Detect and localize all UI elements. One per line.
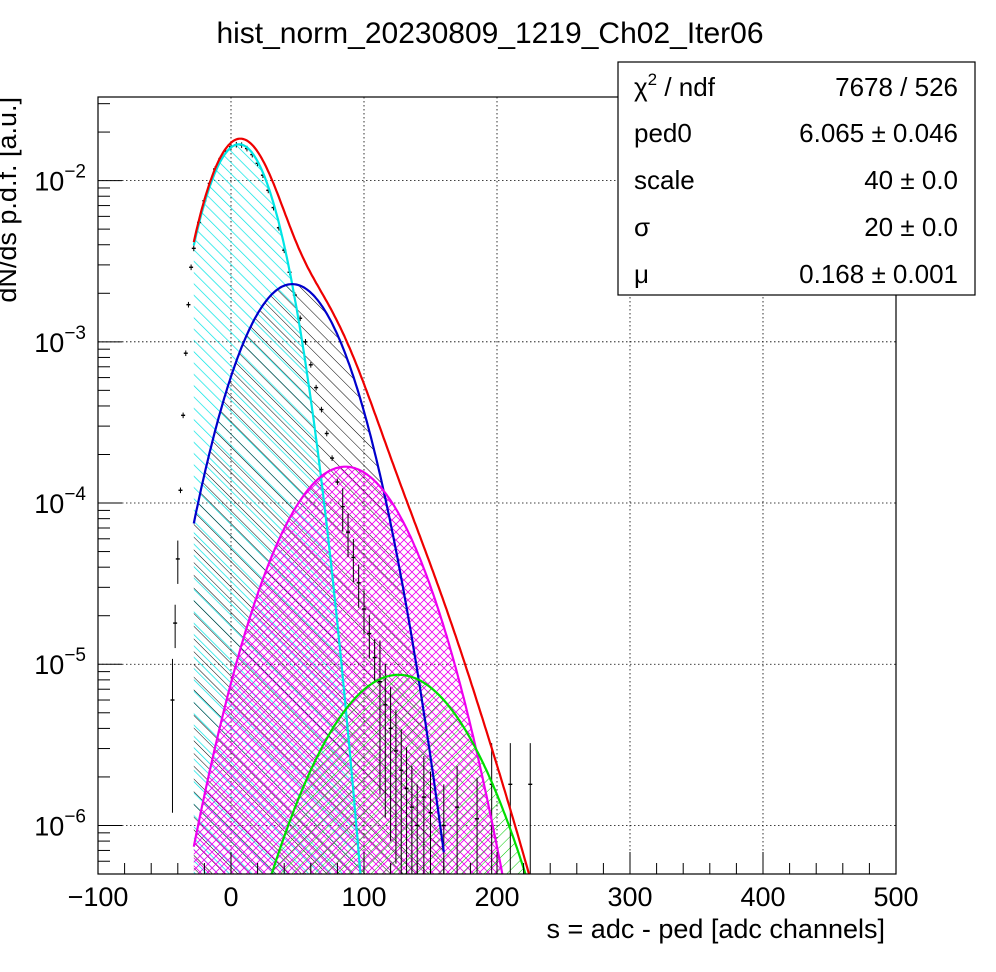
y-axis-label: dN/ds p.d.f. [a.u.] [0, 97, 22, 303]
x-tick-label: 100 [341, 882, 386, 912]
component-curve-2 [192, 282, 445, 853]
stats-label-2: ped0 [634, 118, 692, 148]
total-fit-curve [192, 137, 531, 874]
chart-title: hist_norm_20230809_1219_Ch02_Iter06 [216, 17, 763, 50]
data-point [356, 564, 361, 608]
x-tick-label: −100 [68, 882, 129, 912]
data-point [415, 784, 420, 874]
data-point [186, 301, 191, 308]
y-tick-label: 10−3 [34, 323, 86, 358]
component-curve-1 [192, 143, 362, 874]
tick-labels: −100 0 100 200 300 400 500 10−6 10−5 10−4 10−3 10−2 [34, 162, 918, 912]
stats-value-3: 40 ± 0.0 [864, 165, 958, 195]
data-point [383, 663, 388, 818]
data-point [170, 658, 175, 813]
stats-value-1: 7678 / 526 [835, 72, 958, 102]
data-points [170, 141, 533, 874]
data-point [183, 350, 188, 357]
y-tick-label: 10−6 [34, 806, 86, 841]
stats-label-3: scale [634, 165, 695, 195]
stats-value-4: 20 ± 0.0 [864, 212, 958, 242]
x-tick-label: 500 [873, 882, 918, 912]
x-tick-label: 400 [740, 882, 785, 912]
y-tick-label: 10−2 [34, 162, 86, 197]
data-point [528, 743, 533, 874]
data-point [377, 640, 382, 795]
data-point [189, 264, 194, 271]
data-point [372, 639, 377, 683]
data-point [441, 784, 446, 874]
data-point [303, 339, 308, 345]
data-point [191, 245, 196, 252]
fit-curves [192, 137, 531, 874]
data-point [340, 488, 345, 532]
y-tick-label: 10−4 [34, 484, 86, 519]
component-curve-4 [270, 673, 527, 874]
y-tick-label: 10−5 [34, 645, 86, 680]
stats-box: χ2 / ndf 7678 / 526 ped0 6.065 ± 0.046 scale… [617, 61, 976, 296]
data-point [421, 755, 426, 874]
stats-box-frame [617, 61, 976, 296]
axis-ticks [97, 103, 897, 875]
stats-label-4: σ [634, 212, 650, 242]
data-point [319, 406, 324, 413]
data-point [173, 604, 178, 649]
data-point [362, 590, 366, 635]
x-tick-label: 300 [607, 882, 652, 912]
stats-label-1: χ2 / ndf [634, 70, 716, 102]
stats-value-5: 0.168 ± 0.001 [799, 259, 958, 289]
data-point [428, 771, 433, 874]
data-point [314, 384, 319, 391]
data-point [324, 430, 329, 437]
data-point [178, 487, 183, 494]
data-point [399, 729, 404, 874]
data-point [330, 455, 335, 461]
data-point [181, 412, 186, 419]
x-tick-label: 200 [474, 882, 519, 912]
data-point [393, 709, 398, 864]
x-tick-label: 0 [223, 882, 238, 912]
stats-value-2: 6.065 ± 0.046 [799, 118, 958, 148]
x-axis-label: s = adc - ped [adc channels] [547, 914, 885, 944]
data-point [367, 615, 372, 659]
component-fill-4 [257, 674, 540, 874]
data-point [404, 747, 409, 874]
data-point [455, 765, 460, 874]
data-point [388, 687, 393, 842]
stats-label-5: μ [634, 259, 649, 289]
data-point [475, 777, 480, 874]
data-point [409, 765, 414, 874]
data-point [351, 539, 356, 583]
data-point [346, 513, 351, 558]
data-point [175, 540, 180, 584]
component-curve-3 [192, 465, 504, 874]
component-fills [193, 144, 540, 874]
data-point [335, 479, 340, 485]
data-point [308, 362, 313, 368]
